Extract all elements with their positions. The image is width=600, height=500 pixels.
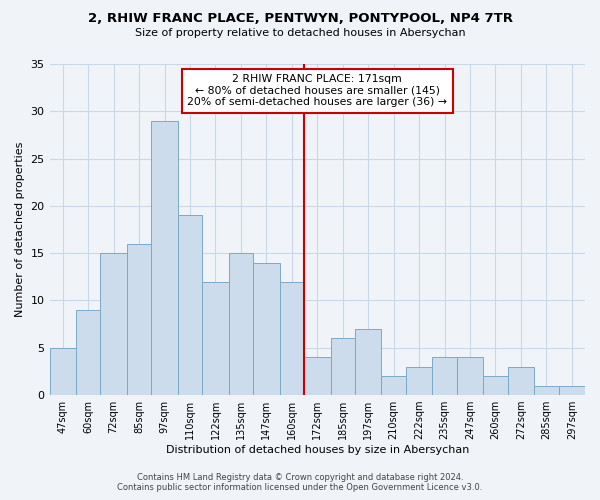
Bar (229, 253, 253, 395)
Y-axis label: Number of detached properties: Number of detached properties (15, 142, 25, 317)
Bar (151, 121, 178, 395)
Bar (178, 216, 202, 395)
Text: 2 RHIW FRANC PLACE: 171sqm
← 80% of detached houses are smaller (145)
20% of sem: 2 RHIW FRANC PLACE: 171sqm ← 80% of deta… (187, 74, 447, 107)
Text: Contains HM Land Registry data © Crown copyright and database right 2024.
Contai: Contains HM Land Registry data © Crown c… (118, 473, 482, 492)
Bar (382, 376, 406, 395)
Bar (304, 357, 331, 395)
Bar (76, 310, 100, 395)
Bar (50, 348, 76, 395)
Bar (483, 376, 508, 395)
Bar (127, 244, 151, 395)
Text: 2, RHIW FRANC PLACE, PENTWYN, PONTYPOOL, NP4 7TR: 2, RHIW FRANC PLACE, PENTWYN, PONTYPOOL,… (88, 12, 512, 26)
Bar (433, 357, 457, 395)
Bar (355, 329, 382, 395)
Text: Size of property relative to detached houses in Abersychan: Size of property relative to detached ho… (134, 28, 466, 38)
Bar (406, 366, 433, 395)
Bar (280, 282, 304, 395)
Bar (253, 262, 280, 395)
Bar (534, 386, 559, 395)
X-axis label: Distribution of detached houses by size in Abersychan: Distribution of detached houses by size … (166, 445, 469, 455)
Bar (100, 253, 127, 395)
Bar (202, 282, 229, 395)
Bar (331, 338, 355, 395)
Bar (457, 357, 483, 395)
Bar (508, 366, 534, 395)
Bar (559, 386, 585, 395)
